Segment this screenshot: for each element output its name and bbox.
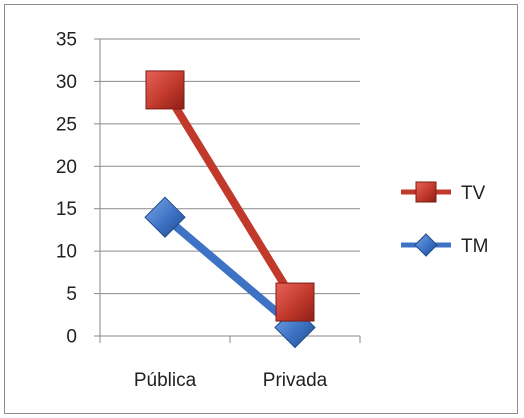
y-tick-label: 0 [66, 327, 77, 348]
y-tick-label: 15 [56, 199, 77, 220]
legend-label: TV [461, 183, 486, 204]
series-tm [144, 196, 316, 349]
series [144, 70, 316, 349]
legend-item: TM [401, 233, 488, 257]
data-point-marker [275, 282, 315, 322]
legend-marker [414, 233, 438, 257]
line-chart: 0 5 10 15 20 25 30 35 Pública Privada TV TM [56, 30, 489, 392]
series-tv [145, 70, 315, 322]
x-tick-label: Pública [134, 370, 197, 391]
y-tick-label: 20 [56, 157, 77, 178]
y-tick-label: 35 [56, 30, 77, 51]
legend-marker [415, 181, 437, 203]
data-point-marker [144, 196, 186, 238]
y-tick-label: 25 [56, 114, 77, 135]
y-tick-label: 30 [56, 72, 77, 93]
x-tick-label: Privada [263, 370, 328, 391]
data-point-marker [145, 70, 185, 110]
series-line [161, 213, 299, 332]
legend-label: TM [461, 236, 488, 257]
axes: 0 5 10 15 20 25 30 35 Pública Privada [56, 30, 361, 391]
chart-frame: 0 5 10 15 20 25 30 35 Pública Privada TV TM [4, 4, 518, 414]
y-tick-label: 10 [56, 242, 77, 263]
series-line [161, 85, 299, 307]
gridlines [100, 38, 360, 295]
legend-item: TV [401, 181, 486, 204]
y-tick-label: 5 [66, 284, 77, 305]
legend: TV TM [401, 181, 488, 257]
